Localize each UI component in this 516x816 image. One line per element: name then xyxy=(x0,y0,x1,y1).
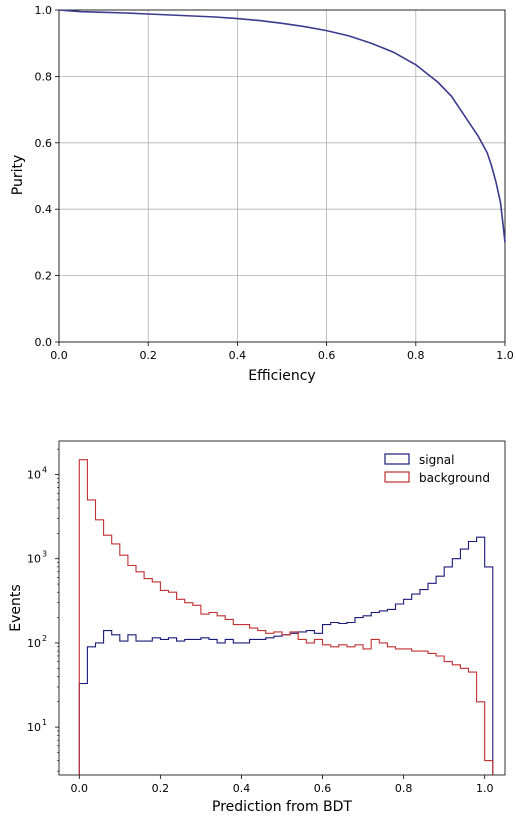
x-axis-label: Efficiency xyxy=(248,368,315,384)
plot-frame xyxy=(58,9,506,343)
grid-lines xyxy=(58,9,506,343)
y-axis-label: Purity xyxy=(10,155,26,196)
x-axis-label: Prediction from BDT xyxy=(212,799,352,815)
x-tick-label: 0.0 xyxy=(71,782,89,795)
y-tick-label: 0.8 xyxy=(35,70,53,83)
y-axis-label: Events xyxy=(8,584,24,631)
y-tick-exponent: 1 xyxy=(42,718,47,727)
x-tick-label: 0.2 xyxy=(152,782,170,795)
legend-label-background: background xyxy=(419,471,490,485)
x-tick-label: 0.4 xyxy=(233,782,251,795)
y-tick-label: 10 xyxy=(27,469,41,482)
histogram-signal xyxy=(78,536,494,775)
y-tick-label: 0.6 xyxy=(35,137,53,150)
axes-frame xyxy=(58,9,506,343)
y-tick-exponent: 4 xyxy=(42,466,47,475)
x-axis-ticks: 0.0 0.2 0.4 0.6 0.8 1.0 xyxy=(71,775,494,795)
series-group xyxy=(78,459,494,775)
y-tick-label: 10 xyxy=(27,553,41,566)
y-tick-label: 0.0 xyxy=(35,336,53,349)
legend-swatch-background xyxy=(384,471,410,483)
y-tick-label: 10 xyxy=(27,721,41,734)
y-tick-label: 0.4 xyxy=(35,203,53,216)
legend-label-signal: signal xyxy=(419,453,455,467)
y-axis-ticks: 0.0 0.2 0.4 0.6 0.8 1.0 xyxy=(35,4,59,349)
x-tick-label: 0.0 xyxy=(50,349,68,362)
x-tick-label: 1.0 xyxy=(476,782,494,795)
histogram-background xyxy=(78,459,494,775)
purity-efficiency-curve xyxy=(58,9,506,243)
x-tick-label: 0.8 xyxy=(407,349,425,362)
axes-frame xyxy=(58,440,506,776)
x-axis-ticks: 0.0 0.2 0.4 0.6 0.8 1.0 xyxy=(50,342,514,362)
purity-efficiency-chart: 0.0 0.2 0.4 0.6 0.8 1.0 0.0 0.2 0.4 0.6 0.8 1.0 Ef… xyxy=(10,4,514,384)
legend: signal background xyxy=(384,453,490,485)
x-tick-label: 0.4 xyxy=(229,349,247,362)
plot-frame xyxy=(58,440,506,776)
x-tick-label: 0.6 xyxy=(318,349,336,362)
x-tick-label: 0.2 xyxy=(139,349,157,362)
x-tick-label: 1.0 xyxy=(496,349,514,362)
x-tick-label: 0.6 xyxy=(314,782,332,795)
y-tick-exponent: 2 xyxy=(42,634,47,643)
y-tick-label: 0.2 xyxy=(35,270,53,283)
y-tick-label: 10 xyxy=(27,637,41,650)
legend-swatch-signal xyxy=(384,453,410,465)
y-tick-label: 1.0 xyxy=(35,4,53,17)
y-tick-exponent: 3 xyxy=(42,550,47,559)
series-group xyxy=(58,9,506,243)
x-tick-label: 0.8 xyxy=(395,782,413,795)
